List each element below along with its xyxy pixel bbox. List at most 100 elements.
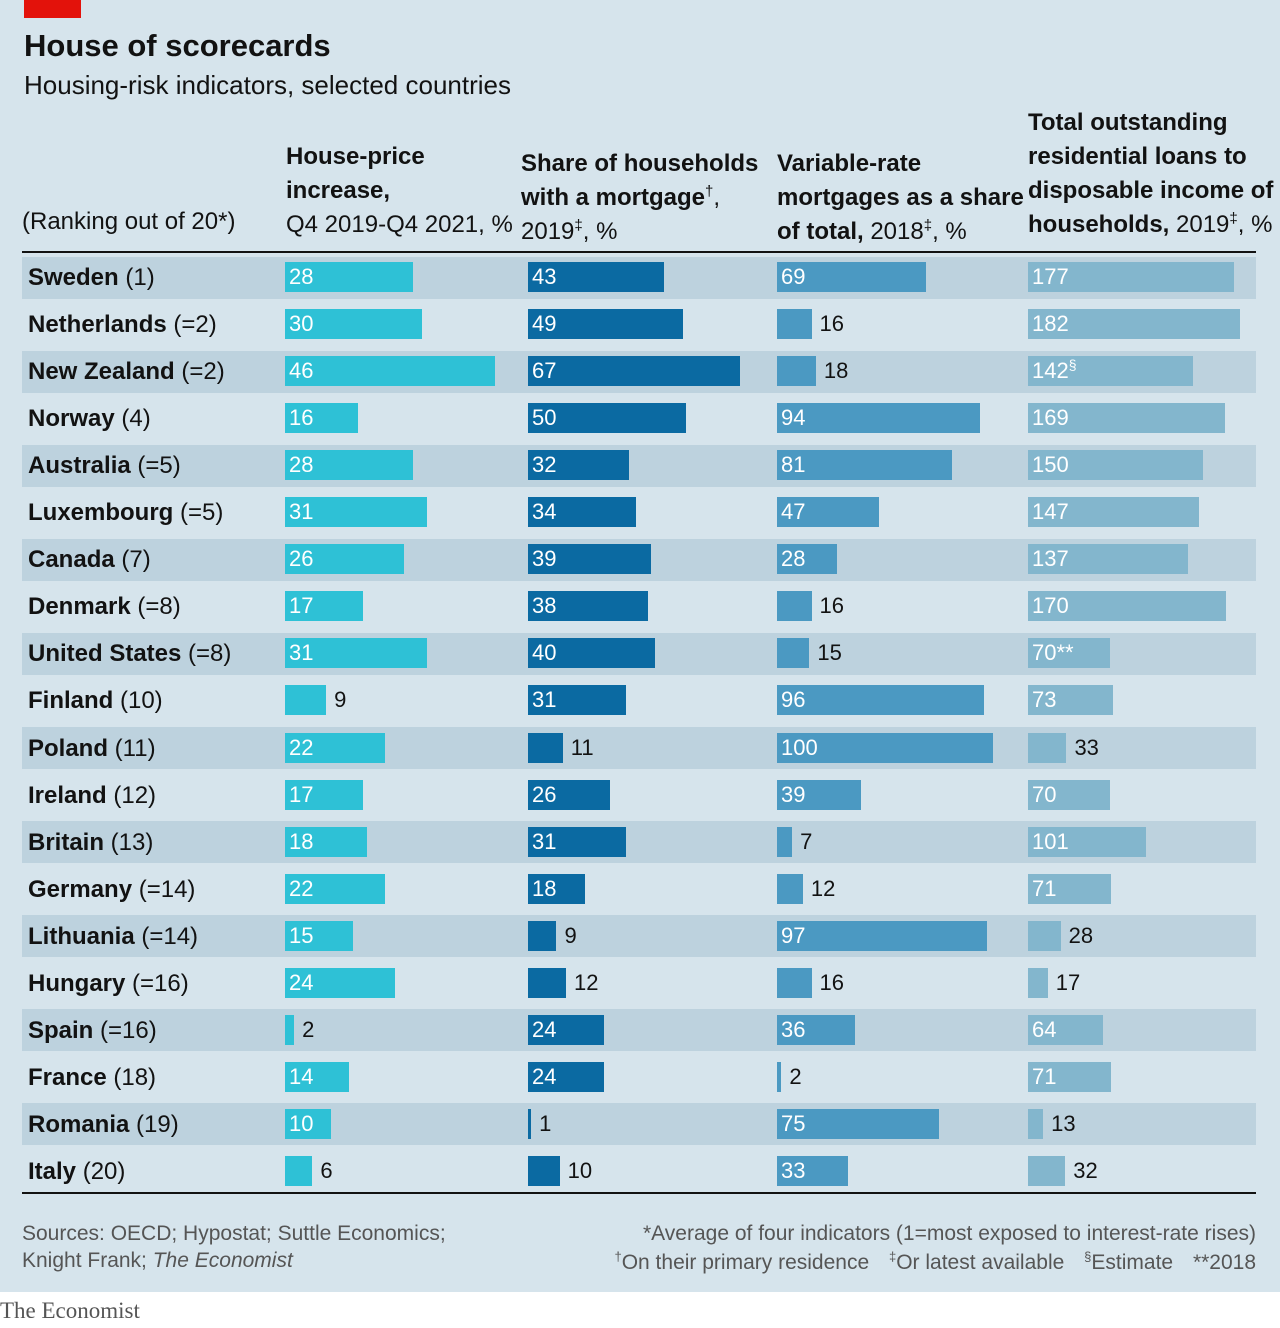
country-name: Lithuania <box>28 922 135 950</box>
bar <box>777 1108 939 1139</box>
bar <box>1028 591 1227 622</box>
bar <box>528 403 687 434</box>
data-label: 22 <box>289 875 314 901</box>
data-label: 71 <box>1032 875 1057 901</box>
column-header-line: mortgages as a share <box>777 184 1024 211</box>
bar <box>528 262 665 292</box>
bar <box>777 309 812 340</box>
column-header-line: Variable-rate <box>777 150 922 177</box>
data-label: 16 <box>819 969 845 995</box>
bar <box>285 967 395 998</box>
data-label: 1 <box>539 1110 552 1136</box>
bar <box>528 1155 560 1186</box>
bar <box>285 591 363 622</box>
data-label: 81 <box>781 452 806 478</box>
country-rank: (=2) <box>174 358 225 386</box>
column-header-line: House-price <box>286 143 425 170</box>
data-label: 28 <box>1068 922 1094 948</box>
column-header-line: Share of households <box>521 150 759 177</box>
country-name: New Zealand <box>28 358 175 386</box>
bar <box>777 1014 855 1045</box>
top-rule <box>22 251 1256 253</box>
data-label: 15 <box>289 922 314 948</box>
bar <box>285 1014 295 1045</box>
bar <box>1028 638 1110 669</box>
country-label: Italy (20) <box>28 1148 125 1195</box>
bar <box>528 1061 604 1092</box>
sources-italic: The Economist <box>152 1249 293 1272</box>
data-label: 39 <box>532 546 557 572</box>
bar <box>1028 403 1225 434</box>
data-label: 18 <box>823 358 849 384</box>
bar <box>1028 873 1111 904</box>
data-label: 40 <box>532 640 557 666</box>
bar <box>777 920 987 951</box>
data-label: 30 <box>289 311 314 337</box>
bar <box>285 544 404 575</box>
bar <box>1028 450 1203 481</box>
bottom-rule <box>22 1192 1256 1194</box>
column-header-line: increase, <box>286 177 391 204</box>
data-label: 94 <box>781 405 806 431</box>
bar <box>777 262 927 292</box>
bar <box>777 779 862 810</box>
bar <box>285 779 363 810</box>
data-label: 17 <box>1055 969 1081 995</box>
data-label: 31 <box>532 687 557 713</box>
bar <box>528 356 740 387</box>
data-label: 73 <box>1032 687 1057 713</box>
country-label: Luxembourg (=5) <box>28 489 223 536</box>
bar <box>285 685 327 716</box>
data-label: 100 <box>781 734 818 760</box>
data-label: 32 <box>1073 1157 1098 1183</box>
data-label: 33 <box>781 1157 806 1183</box>
data-label: 9 <box>564 922 577 948</box>
bar <box>285 638 427 669</box>
bar <box>777 403 981 434</box>
double-dagger-mark: ‡ <box>574 217 583 234</box>
country-name: France <box>28 1063 107 1091</box>
data-label: 28 <box>781 546 806 572</box>
country-rank: (=14) <box>134 922 199 950</box>
data-label: 12 <box>810 875 836 901</box>
data-label: 18 <box>289 828 314 854</box>
footnote-estimate: Estimate <box>1091 1251 1174 1274</box>
bar <box>777 873 803 904</box>
data-label: 12 <box>573 969 599 995</box>
data-label: 33 <box>1074 734 1099 760</box>
sources-line-1: Sources: OECD; Hypostat; Suttle Economic… <box>22 1222 446 1245</box>
data-label: 96 <box>781 687 806 713</box>
data-label: 11 <box>570 734 594 760</box>
economist-logo-text: The Economist <box>0 1298 140 1323</box>
data-label: 182 <box>1032 311 1069 337</box>
data-label: 18 <box>532 875 557 901</box>
data-label: 28 <box>289 264 314 289</box>
country-rank: (13) <box>104 828 154 856</box>
bar <box>777 497 879 528</box>
data-label: 36 <box>781 1016 806 1042</box>
bar <box>777 356 816 387</box>
country-rank: (=5) <box>130 452 181 480</box>
country-label: France (18) <box>28 1054 156 1101</box>
chart-title: House of scorecards <box>24 28 331 63</box>
data-label: 9 <box>334 687 347 713</box>
bar <box>777 544 838 575</box>
bar <box>285 1155 313 1186</box>
data-label: 67 <box>532 358 557 384</box>
data-label: 31 <box>532 828 557 854</box>
column-header-line-end: , % <box>582 218 618 245</box>
data-label: 137 <box>1032 546 1069 572</box>
data-label: 22 <box>289 734 314 760</box>
data-label: 26 <box>532 781 557 807</box>
column-header-mortgage-share: Share of households with a mortgage†, 20… <box>521 147 758 249</box>
country-label: Lithuania (=14) <box>28 913 198 960</box>
country-label: United States (=8) <box>28 630 231 677</box>
bar <box>285 732 386 763</box>
data-label: 150 <box>1032 452 1069 478</box>
column-header-line-end: , <box>713 184 721 211</box>
country-label: Hungary (=16) <box>28 960 189 1007</box>
data-label: 26 <box>289 546 314 572</box>
column-header-line: Q4 2019-Q4 2021, % <box>286 211 513 238</box>
bar <box>1028 1108 1044 1139</box>
data-label: 147 <box>1032 499 1069 525</box>
